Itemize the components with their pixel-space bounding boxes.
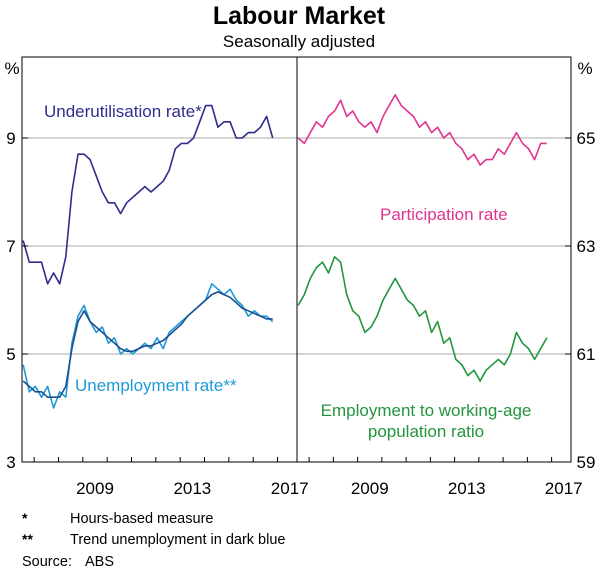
y-tick-label-right-0: 59 xyxy=(577,453,596,472)
label-employment-line1: Employment to working-age xyxy=(321,401,532,420)
right-y-unit: % xyxy=(577,59,592,78)
note-mark-1: * xyxy=(22,510,28,526)
source-label: Source: xyxy=(22,554,72,570)
source-value: ABS xyxy=(85,554,114,570)
note-text-2: Trend unemployment in dark blue xyxy=(70,532,285,548)
ticks-layer: 3 5 7 9 2009 2013 2017 59 61 63 65 2009 2013 2017 xyxy=(6,129,595,498)
x-tick-label-right-1: 2013 xyxy=(448,479,486,498)
x-tick-label-left-1: 2013 xyxy=(173,479,211,498)
y-tick-label-left-3: 9 xyxy=(6,129,15,148)
y-tick-label-left-1: 5 xyxy=(6,345,15,364)
label-unemployment: Unemployment rate** xyxy=(75,376,237,395)
x-tick-label-right-0: 2009 xyxy=(351,479,389,498)
chart-title: Labour Market xyxy=(213,2,386,30)
x-tick-label-right-2: 2017 xyxy=(545,479,583,498)
series-employment-to-working-age-population-ratio xyxy=(297,255,548,382)
label-employment-line2: population ratio xyxy=(368,422,484,441)
label-participation: Participation rate xyxy=(380,205,508,224)
gridlines xyxy=(22,137,571,355)
note-mark-2: ** xyxy=(22,531,33,547)
note-text-1: Hours-based measure xyxy=(70,511,213,527)
x-tick-label-left-2: 2017 xyxy=(271,479,309,498)
y-tick-label-right-3: 65 xyxy=(577,129,596,148)
x-tick-label-left-0: 2009 xyxy=(76,479,114,498)
series-underutilisation-rate xyxy=(22,104,274,285)
y-tick-label-left-0: 3 xyxy=(6,453,15,472)
label-underutilisation: Underutilisation rate* xyxy=(44,102,202,121)
series-layer xyxy=(22,94,548,409)
y-tick-label-right-1: 61 xyxy=(577,345,596,364)
y-tick-label-right-2: 63 xyxy=(577,237,596,256)
series-participation-rate xyxy=(297,94,547,166)
y-tick-label-left-2: 7 xyxy=(6,237,15,256)
series-trend-unemployment xyxy=(22,291,273,399)
left-y-unit: % xyxy=(4,59,19,78)
chart-subtitle: Seasonally adjusted xyxy=(223,32,375,51)
